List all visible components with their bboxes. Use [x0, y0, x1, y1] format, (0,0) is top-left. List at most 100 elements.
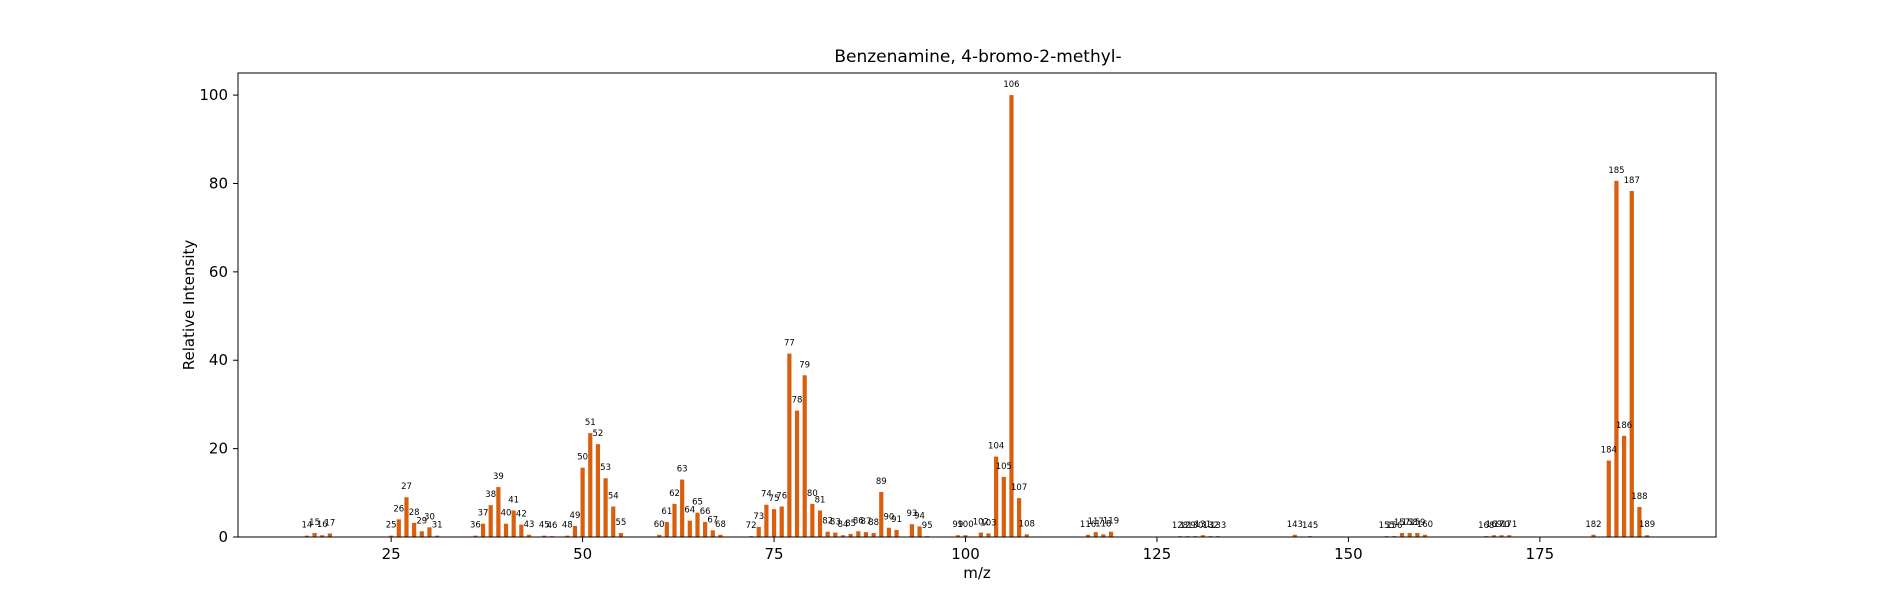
peak-label-17: 17 [324, 518, 335, 528]
peak-label-85: 85 [845, 519, 856, 529]
bar-mz-67 [710, 530, 715, 537]
peak-label-61: 61 [661, 507, 672, 517]
x-axis-label: m/z [963, 564, 991, 582]
bar-mz-189 [1644, 535, 1650, 537]
bar-mz-78 [794, 410, 800, 537]
bar-mz-83 [833, 532, 838, 537]
peak-label-86: 86 [853, 516, 864, 526]
peak-label-103: 103 [980, 518, 996, 528]
peak-label-77: 77 [784, 339, 795, 349]
peak-label-37: 37 [478, 509, 489, 519]
peak-label-90: 90 [884, 513, 895, 523]
bar-mz-188 [1637, 506, 1642, 537]
bar-mz-68 [718, 534, 723, 537]
peak-label-62: 62 [669, 489, 680, 499]
peak-label-116: 116 [1080, 520, 1096, 530]
peak-label-104: 104 [988, 442, 1004, 452]
chart-title: Benzenamine, 4-bromo-2-methyl- [834, 47, 1121, 67]
bar-mz-169 [1491, 535, 1497, 537]
peak-label-117: 117 [1088, 517, 1104, 527]
bar-mz-187 [1629, 190, 1634, 538]
bar-mz-91 [894, 529, 899, 537]
bar-mz-37 [480, 523, 486, 537]
peak-label-95: 95 [922, 521, 933, 531]
peak-label-28: 28 [409, 508, 420, 518]
peak-label-54: 54 [608, 492, 619, 502]
peak-label-74: 74 [761, 490, 772, 500]
peak-label-87: 87 [861, 517, 872, 527]
bar-mz-49 [572, 525, 578, 537]
peak-label-119: 119 [1103, 517, 1119, 527]
bar-mz-30 [427, 527, 432, 537]
peak-label-25: 25 [386, 521, 397, 531]
y-tick-label: 40 [209, 351, 228, 369]
peak-label-38: 38 [485, 490, 496, 500]
peak-label-55: 55 [615, 518, 626, 528]
x-tick-label: 150 [1334, 545, 1363, 563]
peak-label-131: 131 [1195, 520, 1211, 530]
bar-mz-48 [565, 535, 570, 537]
peak-label-29: 29 [416, 516, 427, 526]
bar-mz-42 [519, 524, 524, 537]
peak-label-53: 53 [600, 463, 611, 473]
peak-label-158: 158 [1402, 518, 1418, 528]
peak-label-169: 169 [1486, 520, 1502, 530]
bar-mz-99 [955, 535, 960, 537]
bar-mz-84 [840, 535, 846, 537]
bar-mz-39 [496, 487, 501, 537]
bar-mz-75 [771, 509, 777, 537]
bar-mz-65 [695, 512, 700, 537]
bar-mz-184 [1606, 460, 1611, 537]
peak-label-185: 185 [1608, 166, 1624, 176]
bar-mz-14 [304, 535, 310, 537]
peak-label-67: 67 [707, 515, 718, 525]
peak-label-100: 100 [957, 520, 973, 530]
peak-label-84: 84 [838, 520, 849, 530]
peak-label-130: 130 [1187, 521, 1203, 531]
bar-mz-15 [312, 533, 317, 537]
y-tick-label: 80 [209, 174, 228, 192]
peak-label-68: 68 [715, 520, 726, 530]
peak-label-189: 189 [1639, 520, 1655, 530]
peak-label-30: 30 [424, 512, 435, 522]
bar-mz-106 [1009, 95, 1014, 537]
x-tick-label: 50 [573, 545, 592, 563]
x-axis: 25 50 75 100 125 150 175 [382, 537, 1554, 563]
x-tick-label: 125 [1143, 545, 1172, 563]
bar-mz-185 [1614, 180, 1619, 537]
peak-label-79: 79 [799, 360, 810, 370]
peak-label-160: 160 [1417, 520, 1433, 530]
peak-label-46: 46 [547, 521, 558, 531]
peak-label-186: 186 [1616, 421, 1632, 431]
peak-label-72: 72 [746, 521, 757, 531]
bar-mz-160 [1422, 534, 1428, 537]
peak-label-42: 42 [516, 510, 527, 520]
peak-label-102: 102 [973, 518, 989, 528]
bar-mz-31 [435, 535, 440, 537]
bar-mz-81 [817, 510, 823, 537]
peak-label-36: 36 [470, 521, 481, 531]
peak-label-75: 75 [769, 494, 780, 504]
bar-mz-86 [856, 531, 861, 537]
bar-mz-107 [1017, 498, 1022, 537]
bar-mz-40 [503, 523, 509, 537]
peak-label-157: 157 [1394, 518, 1410, 528]
bar-mz-186 [1622, 435, 1627, 537]
y-tick-label: 60 [209, 263, 228, 281]
y-tick-label: 20 [209, 440, 228, 458]
y-axis-label: Relative Intensity [180, 240, 198, 371]
peak-label-108: 108 [1019, 519, 1035, 529]
bar-mz-51 [588, 433, 593, 537]
peak-label-26: 26 [393, 504, 404, 514]
peak-label-155: 155 [1379, 521, 1395, 531]
peak-label-48: 48 [562, 521, 573, 531]
peak-label-99: 99 [952, 520, 963, 530]
peak-label-88: 88 [868, 518, 879, 528]
bar-mz-25 [389, 535, 394, 537]
peak-label-83: 83 [830, 518, 841, 528]
peak-label-170: 170 [1493, 520, 1509, 530]
peak-label-118: 118 [1095, 519, 1111, 529]
bar-mz-100 [963, 535, 968, 537]
bar-mz-63 [680, 479, 685, 537]
